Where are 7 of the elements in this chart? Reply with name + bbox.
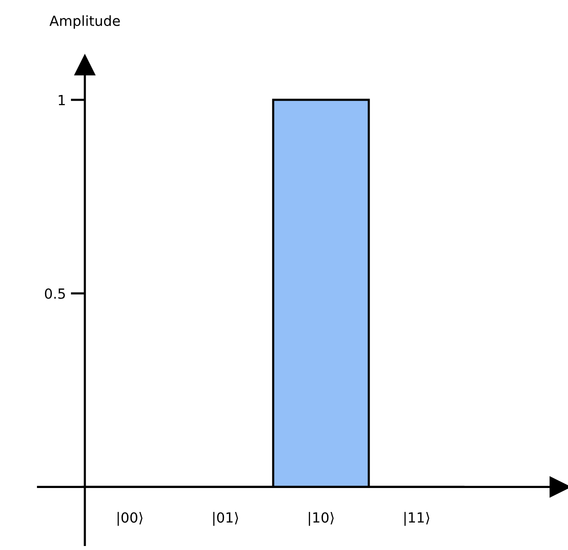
x-tick-label: |10⟩ <box>308 512 334 526</box>
x-tick-label: |01⟩ <box>213 512 238 526</box>
y-tick-label: 1 <box>58 94 65 106</box>
x-tick-label: |00⟩ <box>118 512 142 526</box>
y-axis-title: Amplitude <box>50 15 120 29</box>
x-tick-label: |11⟩ <box>404 512 430 526</box>
y-tick-label: 0.5 <box>44 288 65 299</box>
